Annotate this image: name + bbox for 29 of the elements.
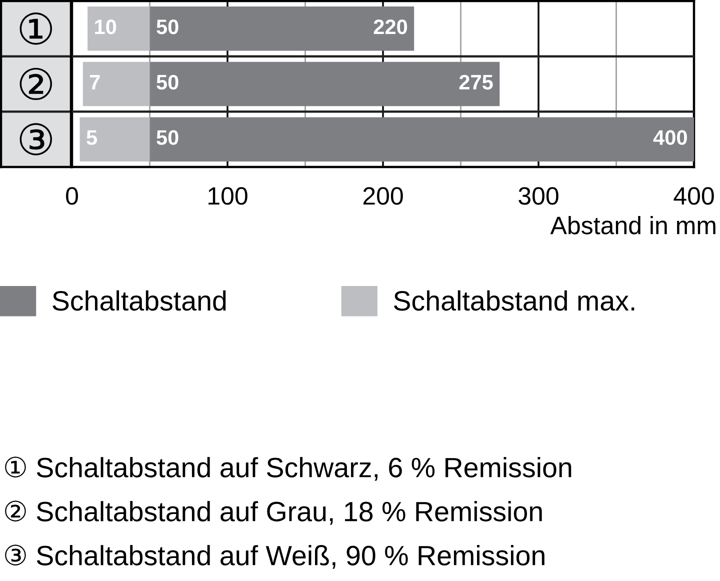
y-tick-label: ① <box>20 12 52 45</box>
legend-label: Schaltabstand <box>52 290 226 311</box>
text: ③ Schaltabstand auf Weiß, 90 % Remission <box>5 544 544 569</box>
annotation: 7 <box>90 75 100 90</box>
x-tick-label: 0 <box>66 187 78 205</box>
bar <box>80 117 150 162</box>
bar <box>82 62 150 106</box>
x-tick-label: 400 <box>674 187 714 205</box>
legend-label: Schaltabstand max. <box>394 290 634 311</box>
text: ② Schaltabstand auf Grau, 18 % Remission <box>5 500 542 525</box>
data-label: 400 <box>653 130 687 145</box>
x-tick-label: 100 <box>208 187 248 205</box>
bar <box>150 62 500 106</box>
x-axis-title: Abstand in mm <box>550 216 716 234</box>
y-tick-label: ③ <box>20 123 52 156</box>
data-label: 50 <box>156 130 178 145</box>
data-label: 220 <box>374 20 408 34</box>
bar <box>150 117 694 162</box>
x-tick-label: 300 <box>518 187 558 205</box>
data-label: 50 <box>156 74 178 90</box>
annotation: 5 <box>86 130 97 145</box>
data-label: 275 <box>459 74 493 90</box>
y-tick-label: ② <box>20 68 52 100</box>
bar <box>88 6 150 51</box>
data-label: 50 <box>156 20 178 34</box>
text: ① Schaltabstand auf Schwarz, 6 % Remission <box>5 456 572 481</box>
annotation: 10 <box>95 20 116 34</box>
bar <box>150 6 414 51</box>
x-tick-label: 200 <box>363 187 403 205</box>
